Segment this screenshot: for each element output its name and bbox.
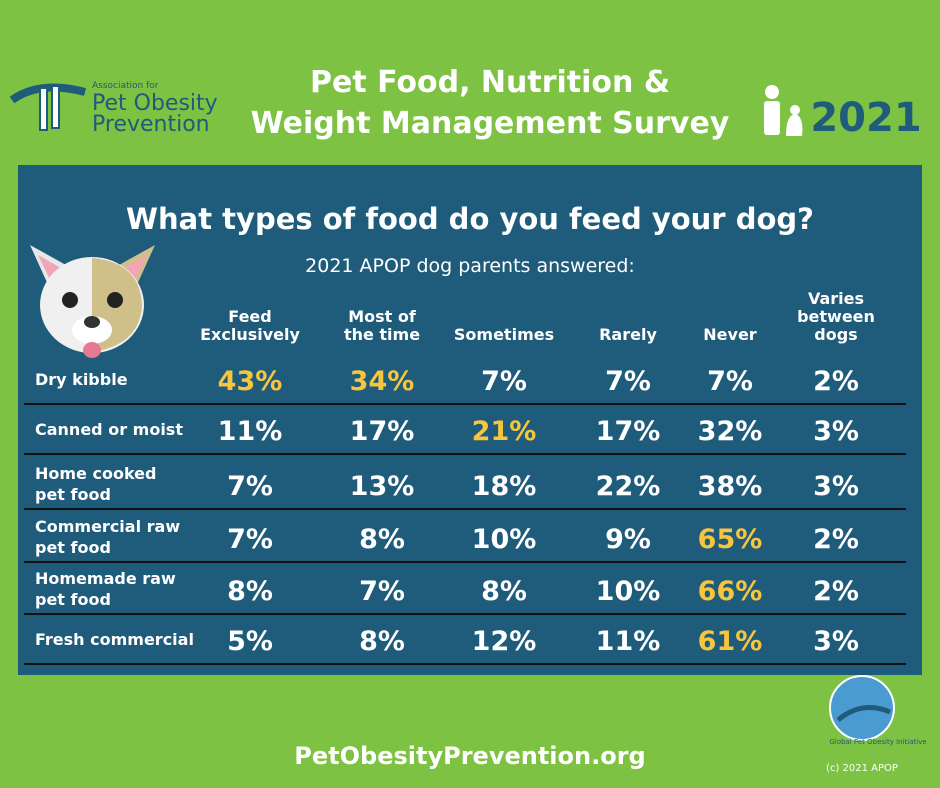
question: What types of food do you feed your dog? xyxy=(126,202,814,236)
row-label: Canned or moist xyxy=(35,420,183,439)
cell-value: 8% xyxy=(359,524,405,555)
logo-text: Prevention xyxy=(92,112,210,137)
cell-value: 7% xyxy=(359,576,405,607)
logo-text: Association for xyxy=(92,81,159,91)
cell-value: 5% xyxy=(227,626,273,657)
cell-value: 11% xyxy=(596,626,661,657)
column-header: Feed xyxy=(228,307,271,326)
row-label: pet food xyxy=(35,485,111,504)
cell-value: 34% xyxy=(350,366,415,397)
cell-value: 61% xyxy=(698,626,763,657)
cell-value: 8% xyxy=(481,576,527,607)
cell-value: 2% xyxy=(813,366,859,397)
panel xyxy=(18,165,922,675)
title: Weight Management Survey xyxy=(251,106,730,141)
url: PetObesityPrevention.org xyxy=(294,742,645,770)
column-header: between xyxy=(797,307,875,326)
cell-value: 8% xyxy=(227,576,273,607)
row-label: Homemade raw xyxy=(35,569,176,588)
year: 2021 xyxy=(810,95,921,141)
cell-value: 3% xyxy=(813,416,859,447)
row-label: pet food xyxy=(35,538,111,557)
cell-value: 10% xyxy=(596,576,661,607)
cell-value: 7% xyxy=(227,524,273,555)
cell-value: 38% xyxy=(698,471,763,502)
column-header: Rarely xyxy=(599,325,657,344)
cell-value: 10% xyxy=(472,524,537,555)
cell-value: 2% xyxy=(813,576,859,607)
cell-value: 3% xyxy=(813,471,859,502)
cell-value: 32% xyxy=(698,416,763,447)
cell-value: 9% xyxy=(605,524,651,555)
cell-value: 7% xyxy=(707,366,753,397)
cell-value: 7% xyxy=(481,366,527,397)
cell-value: 7% xyxy=(605,366,651,397)
cell-value: 11% xyxy=(218,416,283,447)
column-header: Never xyxy=(703,325,757,344)
logo-text: Pet Obesity xyxy=(92,91,218,116)
cell-value: 3% xyxy=(813,626,859,657)
badge xyxy=(829,675,895,741)
cell-value: 2% xyxy=(813,524,859,555)
row-label: pet food xyxy=(35,590,111,609)
dog-face xyxy=(30,245,155,358)
cell-value: 18% xyxy=(472,471,537,502)
cell-value: 21% xyxy=(472,416,537,447)
badge-text: Global Pet Obesity Initiative xyxy=(829,738,926,746)
row-label: Commercial raw xyxy=(35,517,180,536)
person-dog-icon xyxy=(764,85,803,136)
cell-value: 66% xyxy=(698,576,763,607)
column-header: dogs xyxy=(814,325,857,344)
cell-value: 65% xyxy=(698,524,763,555)
column-header: Exclusively xyxy=(200,325,300,344)
column-header: Most of xyxy=(348,307,417,326)
title: Pet Food, Nutrition & xyxy=(310,65,670,100)
cell-value: 22% xyxy=(596,471,661,502)
column-header: the time xyxy=(344,325,420,344)
cell-value: 17% xyxy=(596,416,661,447)
logo-mark xyxy=(9,83,87,131)
column-header: Sometimes xyxy=(454,325,554,344)
cell-value: 13% xyxy=(350,471,415,502)
cell-value: 43% xyxy=(218,366,283,397)
cell-value: 8% xyxy=(359,626,405,657)
cell-value: 12% xyxy=(472,626,537,657)
cell-value: 7% xyxy=(227,471,273,502)
row-label: Dry kibble xyxy=(35,370,128,389)
row-label: Fresh commercial xyxy=(35,630,194,649)
copyright: (c) 2021 APOP xyxy=(826,763,898,774)
row-label: Home cooked xyxy=(35,464,156,483)
subtitle: 2021 APOP dog parents answered: xyxy=(305,255,635,277)
cell-value: 17% xyxy=(350,416,415,447)
column-header: Varies xyxy=(808,289,864,308)
